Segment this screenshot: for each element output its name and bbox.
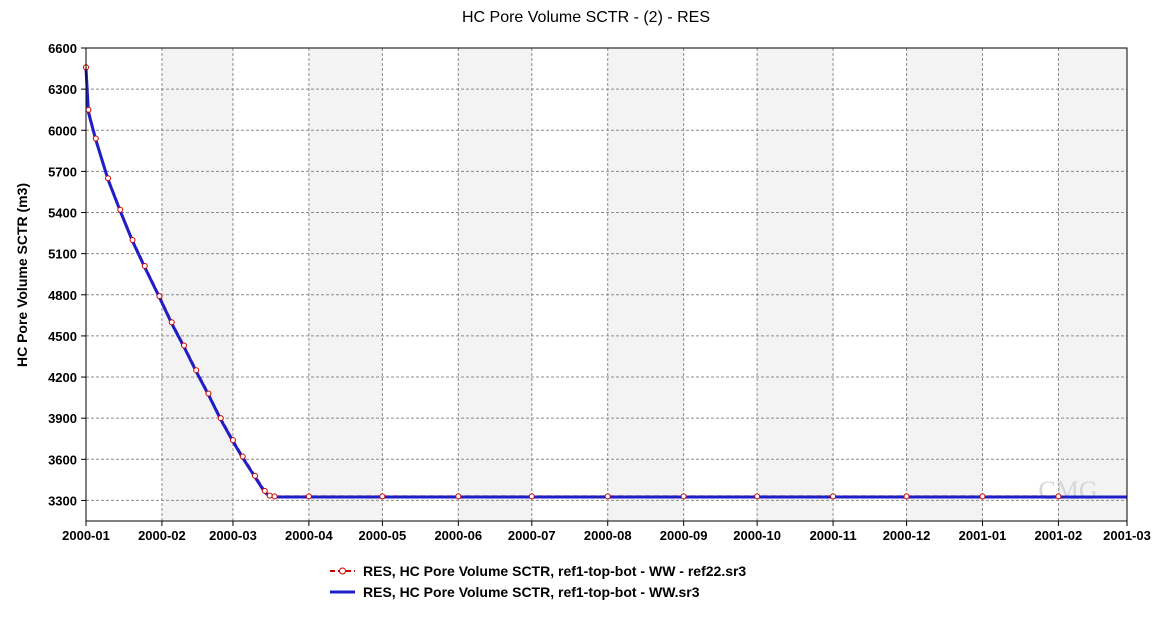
series-marker-ref22 xyxy=(903,493,910,500)
shaded-month-band xyxy=(161,48,233,521)
x-tick-label: 2000-02 xyxy=(138,528,186,543)
series-marker-ref22 xyxy=(830,493,837,500)
series-marker-ref22 xyxy=(205,390,212,397)
x-tick-label: 2000-09 xyxy=(660,528,708,543)
y-tick-label: 5400 xyxy=(48,206,77,221)
series-marker-ref22 xyxy=(156,293,163,300)
series-marker-ref22 xyxy=(379,493,386,500)
legend: RES, HC Pore Volume SCTR, ref1-top-bot -… xyxy=(330,563,746,600)
shaded-month-band xyxy=(757,48,834,521)
series-marker-ref22 xyxy=(168,319,175,326)
y-axis-title: HC Pore Volume SCTR (m3) xyxy=(14,183,30,367)
x-tick-label: 2001-01 xyxy=(959,528,1007,543)
legend-label-ww: RES, HC Pore Volume SCTR, ref1-top-bot -… xyxy=(363,584,700,600)
series-marker-ref22 xyxy=(129,236,136,243)
x-tick-label: 2000-05 xyxy=(359,528,407,543)
series-marker-ref22 xyxy=(979,493,986,500)
series-marker-ref22 xyxy=(117,206,124,213)
y-tick-label: 3600 xyxy=(48,452,77,467)
x-tick-label: 2000-08 xyxy=(584,528,632,543)
series-marker-ref22 xyxy=(528,493,535,500)
x-tick-label: 2000-04 xyxy=(285,528,333,543)
series-marker-ref22 xyxy=(193,367,200,374)
series-marker-ref22 xyxy=(105,175,112,182)
shaded-month-band xyxy=(308,48,383,521)
shaded-month-band xyxy=(906,48,983,521)
series-marker-ref22 xyxy=(271,493,278,500)
grid-lines xyxy=(86,48,1127,521)
y-tick-label: 3300 xyxy=(48,493,77,508)
series-marker-ref22 xyxy=(229,437,236,444)
y-tick-label: 5100 xyxy=(48,247,77,262)
month-shading xyxy=(161,48,1127,521)
x-tick-label: 2001-02 xyxy=(1035,528,1083,543)
x-tick-label: 2001-03 xyxy=(1103,528,1151,543)
series-marker-ref22 xyxy=(217,415,224,422)
x-tick-label: 2000-10 xyxy=(733,528,781,543)
x-tick-label: 2000-03 xyxy=(209,528,257,543)
series-marker-ref22 xyxy=(85,106,92,113)
y-tick-label: 4500 xyxy=(48,329,77,344)
series-marker-ref22 xyxy=(455,493,462,500)
x-tick-label: 2000-12 xyxy=(883,528,931,543)
shaded-month-band xyxy=(607,48,684,521)
shaded-month-band xyxy=(458,48,532,521)
series-marker-ref22 xyxy=(180,342,187,349)
y-tick-label: 6600 xyxy=(48,41,77,56)
series-marker-ref22 xyxy=(252,472,259,479)
legend-label-ref22: RES, HC Pore Volume SCTR, ref1-top-bot -… xyxy=(363,563,746,579)
series-marker-ref22 xyxy=(239,453,246,460)
chart-title: HC Pore Volume SCTR - (2) - RES xyxy=(462,9,710,26)
y-axis-ticks: 3300 3600 3900 4200 4500 4800 5100 5400 5700 6000… xyxy=(48,41,86,508)
y-tick-label: 5700 xyxy=(48,164,77,179)
series-marker-ref22 xyxy=(261,487,268,494)
shaded-month-band xyxy=(1058,48,1127,521)
series-marker-ref22 xyxy=(680,493,687,500)
series-marker-ref22 xyxy=(754,493,761,500)
y-tick-label: 4800 xyxy=(48,288,77,303)
x-tick-label: 2000-07 xyxy=(508,528,556,543)
series-marker-ref22 xyxy=(305,493,312,500)
series-marker-ref22 xyxy=(1055,493,1062,500)
x-tick-label: 2000-01 xyxy=(62,528,110,543)
cmg-watermark: CMG xyxy=(1038,476,1097,505)
y-tick-label: 6300 xyxy=(48,82,77,97)
y-tick-label: 6000 xyxy=(48,123,77,138)
series-marker-ref22 xyxy=(266,492,273,499)
x-tick-label: 2000-06 xyxy=(434,528,482,543)
y-tick-label: 4200 xyxy=(48,370,77,385)
plot-frame xyxy=(85,47,1128,522)
y-tick-label: 3900 xyxy=(48,411,77,426)
x-axis-ticks: 2000-01 2000-02 2000-03 2000-04 2000-05 2000-… xyxy=(62,521,1151,543)
legend-marker-ref22 xyxy=(339,567,346,575)
series-marker-ref22 xyxy=(141,262,148,269)
series-layer xyxy=(83,64,1127,500)
x-tick-label: 2000-11 xyxy=(810,528,857,543)
series-marker-ref22 xyxy=(92,135,99,142)
series-marker-ref22 xyxy=(604,493,611,500)
